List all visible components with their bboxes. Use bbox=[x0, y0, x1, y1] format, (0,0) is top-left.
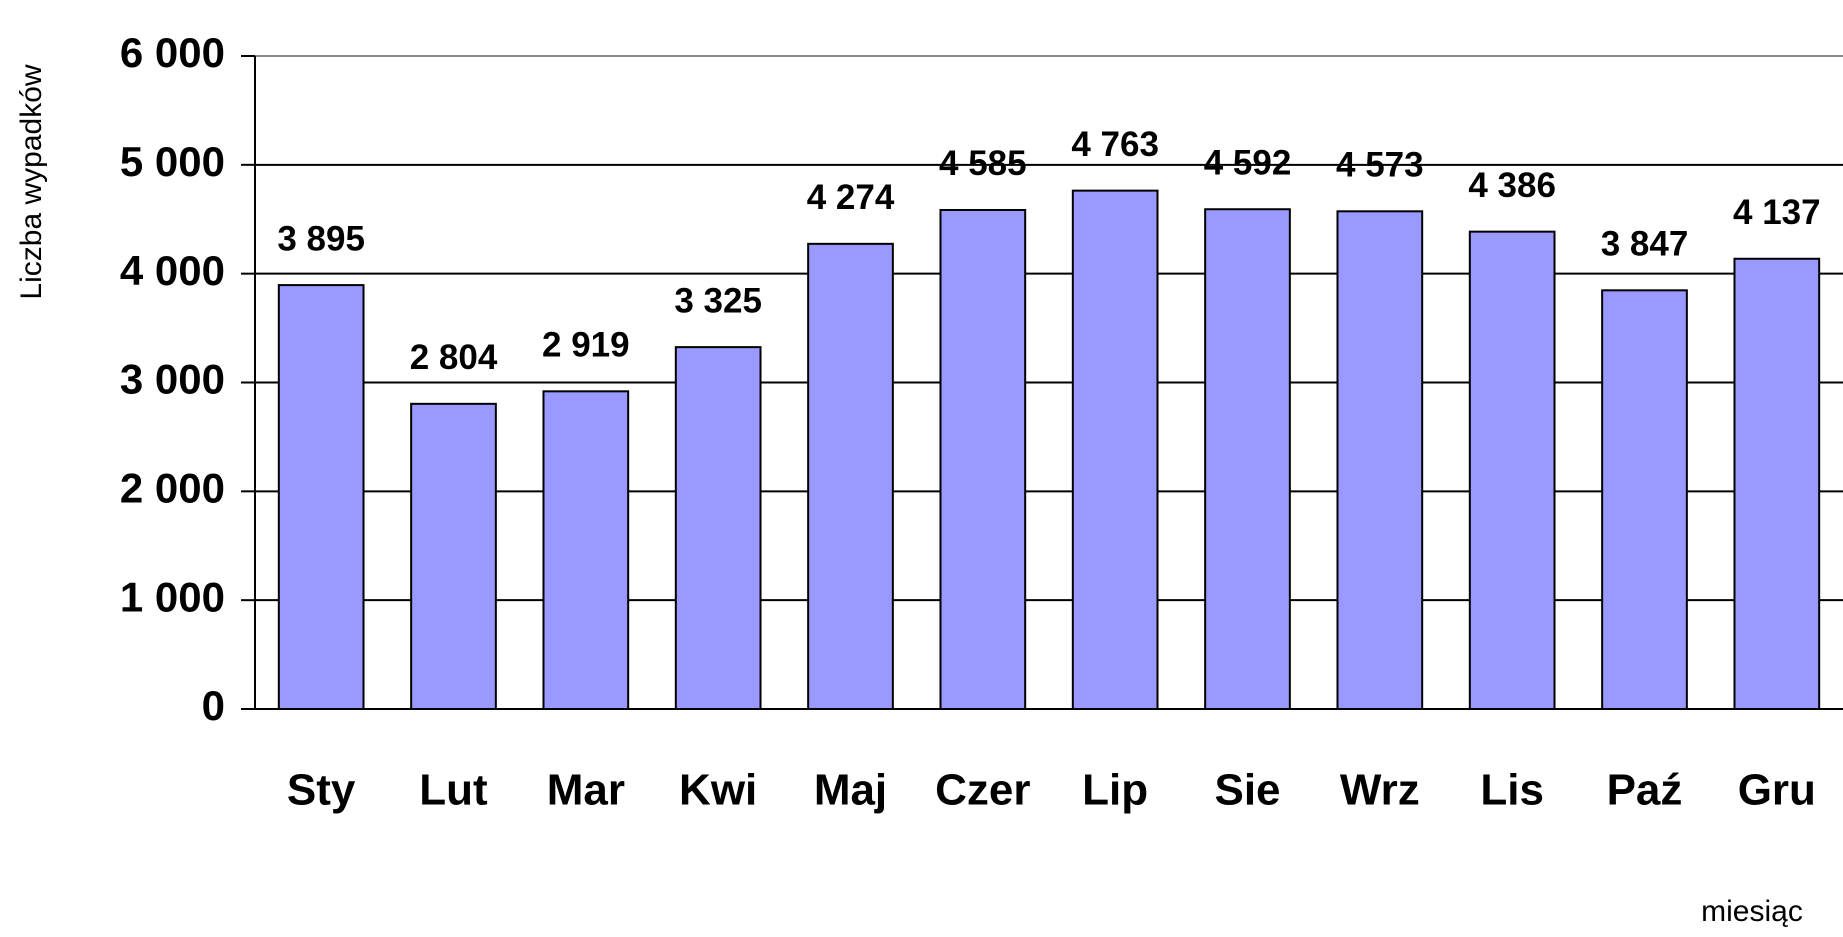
bar bbox=[1733, 257, 1821, 710]
data-label: 3 847 bbox=[1601, 225, 1689, 264]
data-label: 4 274 bbox=[807, 178, 895, 217]
bar bbox=[939, 208, 1027, 710]
bar bbox=[1468, 230, 1556, 710]
bar bbox=[1071, 189, 1159, 710]
data-label: 3 895 bbox=[277, 219, 365, 258]
x-tick-label: Maj bbox=[814, 766, 887, 815]
x-tick-label: Lis bbox=[1480, 766, 1544, 815]
y-tick-label: 6 000 bbox=[120, 29, 225, 76]
x-tick-label: Gru bbox=[1738, 766, 1816, 815]
data-label: 2 919 bbox=[542, 326, 630, 365]
data-label: 4 137 bbox=[1733, 193, 1821, 232]
data-label: 3 325 bbox=[674, 281, 762, 320]
x-tick-label: Sie bbox=[1214, 766, 1280, 815]
bar bbox=[674, 346, 762, 710]
y-tick-label: 1 000 bbox=[120, 573, 225, 620]
y-tick-label: 2 000 bbox=[120, 464, 225, 511]
data-label: 4 386 bbox=[1468, 166, 1556, 205]
bar bbox=[410, 402, 497, 710]
x-axis-title: miesiąc bbox=[1701, 895, 1803, 928]
data-label: 4 585 bbox=[939, 144, 1027, 183]
y-tick-label: 0 bbox=[202, 682, 225, 729]
y-tick-label: 3 000 bbox=[120, 356, 225, 403]
data-label: 2 804 bbox=[410, 338, 498, 377]
x-tick-label: Paź bbox=[1607, 766, 1683, 815]
data-label: 4 763 bbox=[1071, 125, 1159, 164]
data-label: 4 592 bbox=[1204, 143, 1292, 182]
x-tick-label: Kwi bbox=[679, 766, 757, 815]
bar bbox=[1336, 210, 1424, 710]
bar bbox=[807, 242, 894, 710]
y-tick-label: 5 000 bbox=[120, 138, 225, 185]
bar bbox=[542, 390, 630, 710]
x-tick-label: Czer bbox=[935, 766, 1030, 815]
x-tick-label: Sty bbox=[287, 766, 356, 815]
y-tick-label: 4 000 bbox=[120, 247, 225, 294]
x-tick-label: Mar bbox=[547, 766, 625, 815]
bar bbox=[1204, 208, 1291, 710]
data-label: 4 573 bbox=[1336, 146, 1424, 185]
x-tick-label: Lip bbox=[1082, 766, 1148, 815]
bar bbox=[277, 284, 365, 710]
x-tick-label: Wrz bbox=[1340, 766, 1420, 815]
x-tick-label: Lut bbox=[419, 766, 488, 815]
y-axis-title: Liczba wypadków bbox=[15, 64, 48, 299]
bar bbox=[1601, 289, 1688, 710]
